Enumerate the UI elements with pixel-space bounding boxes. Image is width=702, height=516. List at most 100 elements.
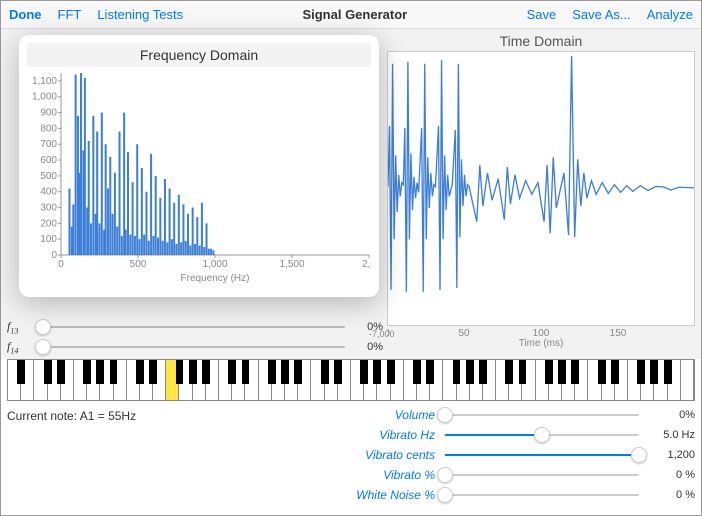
- param-value: 1,200: [649, 449, 695, 461]
- slider-knob[interactable]: [437, 487, 453, 503]
- harmonic-label: f13: [7, 319, 27, 335]
- param-volume[interactable]: Volume0%: [335, 405, 695, 425]
- slider-knob[interactable]: [35, 339, 51, 355]
- frequency-domain-plot: 01002003004005006007008009001,0001,10005…: [27, 71, 371, 283]
- white-key[interactable]: [681, 360, 694, 400]
- save-button[interactable]: Save: [527, 7, 557, 22]
- slider-track[interactable]: [445, 454, 639, 456]
- time-domain-title: Time Domain: [387, 33, 695, 49]
- black-key[interactable]: [598, 360, 606, 384]
- black-key[interactable]: [136, 360, 144, 384]
- black-key[interactable]: [558, 360, 566, 384]
- black-key[interactable]: [149, 360, 157, 384]
- param-label: Vibrato cents: [335, 448, 435, 462]
- slider-track[interactable]: [445, 474, 639, 476]
- black-key[interactable]: [637, 360, 645, 384]
- saveas-button[interactable]: Save As...: [572, 7, 631, 22]
- black-key[interactable]: [545, 360, 553, 384]
- page-title: Signal Generator: [199, 7, 510, 22]
- harmonic-label: f14: [7, 339, 27, 355]
- black-key[interactable]: [83, 360, 91, 384]
- analyze-button[interactable]: Analyze: [647, 7, 693, 22]
- svg-text:100: 100: [40, 234, 57, 245]
- param-label: Vibrato %: [335, 468, 435, 482]
- slider-knob[interactable]: [437, 467, 453, 483]
- svg-text:1,000: 1,000: [32, 92, 57, 103]
- svg-text:900: 900: [40, 108, 57, 119]
- param-value: 0%: [649, 409, 695, 421]
- param-vibrato-cents[interactable]: Vibrato cents 1,200: [335, 445, 695, 465]
- harmonic-value: 0%: [353, 341, 383, 353]
- bottom-panel: Current note: A1 = 55Hz Volume0%Vibrato …: [7, 405, 695, 423]
- harmonic-slider-14[interactable]: f14 0%: [7, 337, 383, 357]
- time-domain-chart: Time Domain 050100150 Time (ms): [387, 33, 695, 353]
- black-key[interactable]: [57, 360, 65, 384]
- svg-text:Time (ms): Time (ms): [519, 338, 564, 348]
- black-key[interactable]: [360, 360, 368, 384]
- black-key[interactable]: [242, 360, 250, 384]
- black-key[interactable]: [321, 360, 329, 384]
- svg-text:500: 500: [40, 171, 57, 182]
- parameter-sliders: Volume0%Vibrato Hz5.0 Hz Vibrato cents 1,2…: [335, 405, 695, 505]
- black-key[interactable]: [611, 360, 619, 384]
- slider-track[interactable]: [445, 434, 639, 436]
- black-key[interactable]: [96, 360, 104, 384]
- slider-knob[interactable]: [437, 407, 453, 423]
- black-key[interactable]: [334, 360, 342, 384]
- black-key[interactable]: [44, 360, 52, 384]
- toolbar: Done FFT Listening Tests Signal Generato…: [1, 1, 701, 29]
- slider-track[interactable]: [445, 414, 639, 416]
- black-key[interactable]: [176, 360, 184, 384]
- black-key[interactable]: [373, 360, 381, 384]
- time-domain-plot: [388, 52, 694, 325]
- black-key[interactable]: [189, 360, 197, 384]
- listening-tests-button[interactable]: Listening Tests: [97, 7, 183, 22]
- black-key[interactable]: [387, 360, 395, 384]
- black-key[interactable]: [17, 360, 25, 384]
- black-key[interactable]: [466, 360, 474, 384]
- svg-text:200: 200: [40, 218, 57, 229]
- slider-track[interactable]: [35, 346, 345, 348]
- slider-track[interactable]: [35, 326, 345, 328]
- svg-text:50: 50: [458, 328, 470, 339]
- harmonic-value: 0%: [353, 321, 383, 333]
- param-label: White Noise %: [335, 488, 435, 502]
- black-key[interactable]: [268, 360, 276, 384]
- svg-text:600: 600: [40, 155, 57, 166]
- black-key[interactable]: [413, 360, 421, 384]
- param-vibrato-[interactable]: Vibrato % 0 %: [335, 465, 695, 485]
- slider-knob[interactable]: [35, 319, 51, 335]
- slider-knob[interactable]: [534, 427, 550, 443]
- black-key[interactable]: [202, 360, 210, 384]
- black-key[interactable]: [650, 360, 658, 384]
- svg-text:2,0: 2,0: [362, 259, 371, 270]
- done-button[interactable]: Done: [9, 7, 42, 22]
- param-value: 0 %: [649, 469, 695, 481]
- param-value: 0 %: [649, 489, 695, 501]
- black-key[interactable]: [281, 360, 289, 384]
- param-vibrato-hz[interactable]: Vibrato Hz5.0 Hz: [335, 425, 695, 445]
- slider-knob[interactable]: [631, 447, 647, 463]
- fft-button[interactable]: FFT: [58, 7, 82, 22]
- frequency-domain-title: Frequency Domain: [27, 43, 371, 67]
- black-key[interactable]: [505, 360, 513, 384]
- harmonic-slider-13[interactable]: f13 0%: [7, 317, 383, 337]
- black-key[interactable]: [571, 360, 579, 384]
- black-key[interactable]: [479, 360, 487, 384]
- black-key[interactable]: [519, 360, 527, 384]
- black-key[interactable]: [426, 360, 434, 384]
- svg-text:0: 0: [58, 259, 64, 270]
- svg-text:1,500: 1,500: [279, 259, 304, 270]
- harmonic-sliders: f13 0% f14 0%: [7, 317, 383, 357]
- black-key[interactable]: [294, 360, 302, 384]
- black-key[interactable]: [228, 360, 236, 384]
- param-value: 5.0 Hz: [649, 429, 695, 441]
- piano-keyboard[interactable]: [7, 359, 695, 401]
- slider-track[interactable]: [445, 494, 639, 496]
- black-key[interactable]: [453, 360, 461, 384]
- black-key[interactable]: [664, 360, 672, 384]
- svg-text:400: 400: [40, 187, 57, 198]
- black-key[interactable]: [110, 360, 118, 384]
- svg-text:150: 150: [610, 328, 627, 339]
- param-white-noise-[interactable]: White Noise % 0 %: [335, 485, 695, 505]
